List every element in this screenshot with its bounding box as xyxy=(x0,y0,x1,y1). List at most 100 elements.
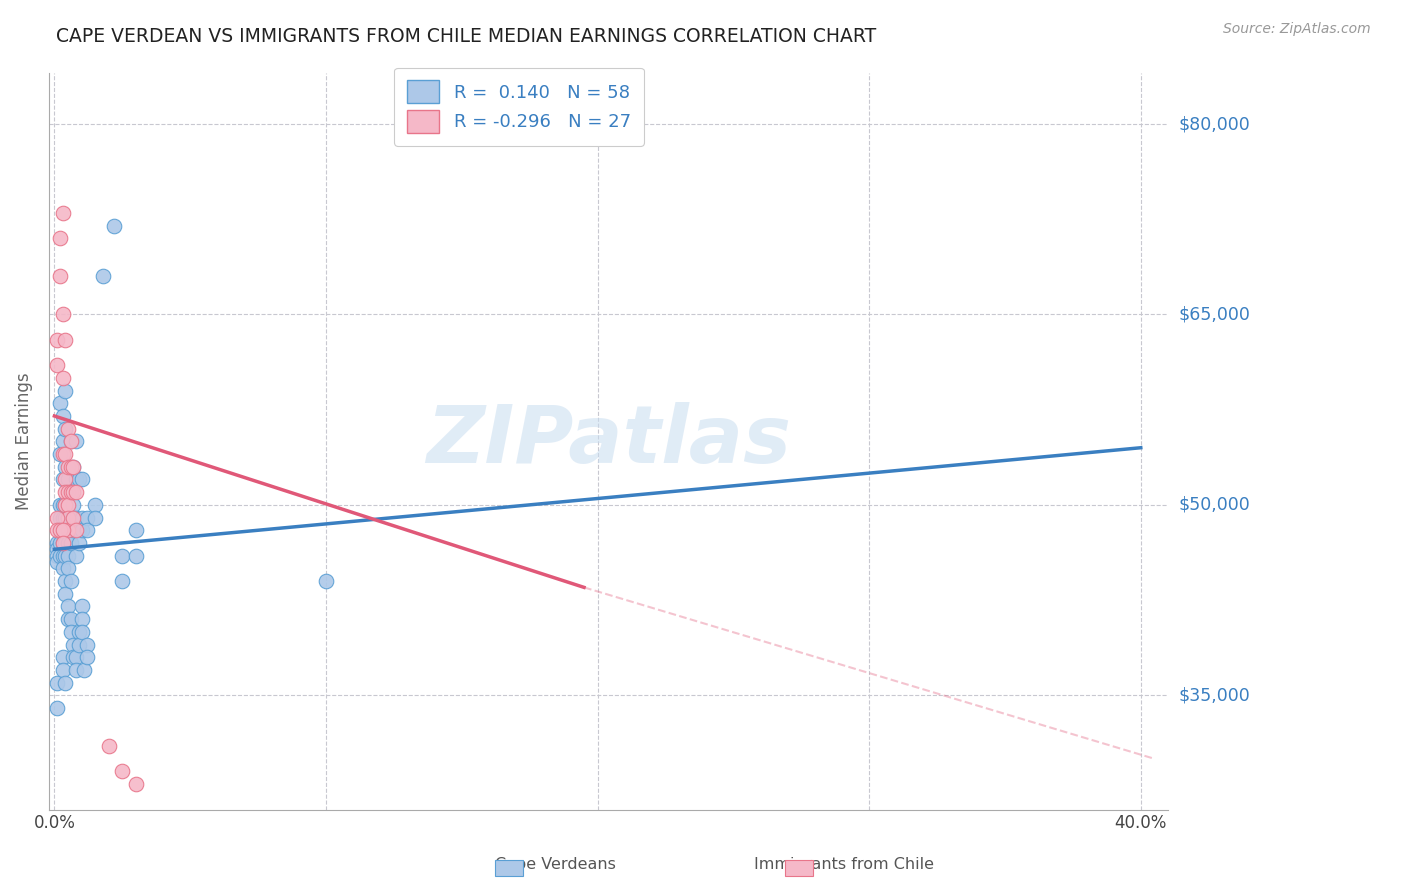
Point xyxy=(67,473,90,487)
Point xyxy=(59,612,82,626)
Point xyxy=(56,523,79,537)
Text: Immigrants from Chile: Immigrants from Chile xyxy=(754,857,934,872)
Point xyxy=(46,333,69,347)
Point xyxy=(56,459,79,474)
Point xyxy=(70,624,93,639)
Point xyxy=(62,510,84,524)
Point xyxy=(56,549,79,563)
Point xyxy=(51,434,73,449)
Point xyxy=(62,485,84,500)
Point xyxy=(65,485,87,500)
Point xyxy=(62,498,84,512)
Point xyxy=(53,549,76,563)
Point xyxy=(51,206,73,220)
Point xyxy=(70,523,93,537)
Point xyxy=(49,536,72,550)
Point xyxy=(59,523,82,537)
Point xyxy=(46,555,69,569)
Point xyxy=(53,384,76,398)
Text: ZIPatlas: ZIPatlas xyxy=(426,402,792,481)
Point xyxy=(59,536,82,550)
Point xyxy=(65,549,87,563)
Point xyxy=(51,523,73,537)
Point xyxy=(56,510,79,524)
Point xyxy=(53,536,76,550)
Point xyxy=(62,459,84,474)
Point xyxy=(49,498,72,512)
Point xyxy=(111,574,134,588)
Point xyxy=(65,650,87,665)
Point xyxy=(49,269,72,284)
Point xyxy=(53,333,76,347)
Point xyxy=(46,549,69,563)
Point xyxy=(111,764,134,779)
Point xyxy=(62,459,84,474)
Point xyxy=(51,409,73,423)
Point xyxy=(56,485,79,500)
Point xyxy=(103,219,125,233)
Point xyxy=(51,308,73,322)
Point xyxy=(51,536,73,550)
Point xyxy=(67,624,90,639)
Point xyxy=(51,371,73,385)
Text: CAPE VERDEAN VS IMMIGRANTS FROM CHILE MEDIAN EARNINGS CORRELATION CHART: CAPE VERDEAN VS IMMIGRANTS FROM CHILE ME… xyxy=(56,27,876,45)
Point xyxy=(53,574,76,588)
Point xyxy=(53,510,76,524)
Point xyxy=(56,599,79,614)
Point xyxy=(91,269,114,284)
Point xyxy=(59,624,82,639)
Text: $65,000: $65,000 xyxy=(1178,305,1251,324)
Text: Cape Verdeans: Cape Verdeans xyxy=(495,857,616,872)
Point xyxy=(56,473,79,487)
Point xyxy=(125,523,148,537)
Point xyxy=(67,536,90,550)
Point xyxy=(70,612,93,626)
Point xyxy=(62,510,84,524)
Point xyxy=(53,498,76,512)
Point xyxy=(59,434,82,449)
Point xyxy=(51,473,73,487)
Y-axis label: Median Earnings: Median Earnings xyxy=(15,373,32,510)
Legend: R =  0.140   N = 58, R = -0.296   N = 27: R = 0.140 N = 58, R = -0.296 N = 27 xyxy=(394,68,644,145)
Point xyxy=(51,523,73,537)
Text: $50,000: $50,000 xyxy=(1178,496,1250,514)
Point xyxy=(111,549,134,563)
Point xyxy=(65,434,87,449)
Point xyxy=(53,498,76,512)
Point xyxy=(65,663,87,677)
Text: $35,000: $35,000 xyxy=(1178,686,1250,705)
Point xyxy=(56,536,79,550)
Point xyxy=(84,510,107,524)
Point xyxy=(53,473,76,487)
Point xyxy=(56,561,79,575)
Point xyxy=(51,536,73,550)
Point xyxy=(51,447,73,461)
Point xyxy=(59,510,82,524)
Point xyxy=(59,574,82,588)
Point xyxy=(65,523,87,537)
Point xyxy=(84,498,107,512)
Point xyxy=(67,523,90,537)
Point xyxy=(125,777,148,791)
Point xyxy=(53,422,76,436)
Point xyxy=(70,510,93,524)
Point xyxy=(76,510,98,524)
Point xyxy=(51,561,73,575)
Point xyxy=(76,650,98,665)
Text: Source: ZipAtlas.com: Source: ZipAtlas.com xyxy=(1223,22,1371,37)
Point xyxy=(59,434,82,449)
Point xyxy=(46,523,69,537)
Point xyxy=(315,574,337,588)
Point xyxy=(49,549,72,563)
Point xyxy=(125,549,148,563)
Point xyxy=(53,485,76,500)
Point xyxy=(49,523,72,537)
Text: $80,000: $80,000 xyxy=(1178,115,1250,133)
Point xyxy=(76,523,98,537)
Point xyxy=(56,510,79,524)
Point xyxy=(51,549,73,563)
Point xyxy=(46,510,69,524)
Point xyxy=(53,587,76,601)
Point xyxy=(53,447,76,461)
Point xyxy=(73,663,96,677)
